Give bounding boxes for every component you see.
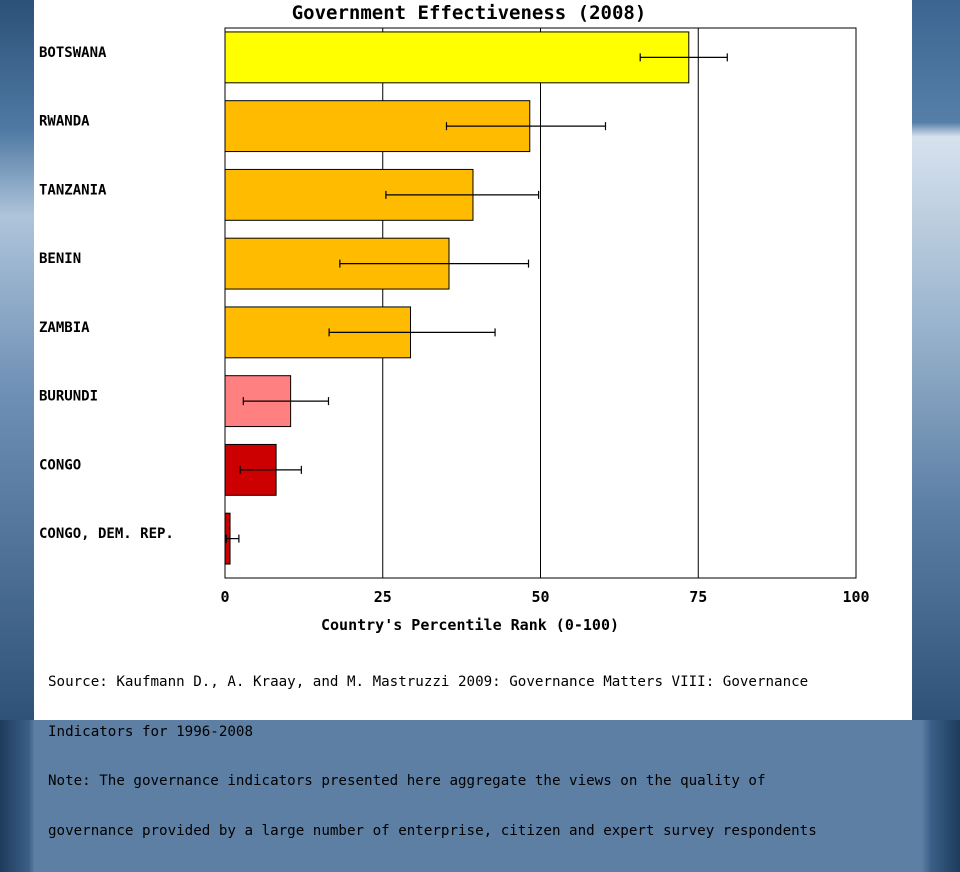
bar-layer bbox=[224, 31, 728, 565]
category-label: CONGO, DEM. REP. bbox=[39, 526, 174, 542]
category-label: BENIN bbox=[39, 251, 81, 267]
x-tick-label: 0 bbox=[220, 588, 229, 606]
category-label: BOTSWANA bbox=[39, 45, 107, 61]
category-label: ZAMBIA bbox=[39, 320, 90, 336]
category-label: RWANDA bbox=[39, 114, 90, 130]
source-footnote: Source: Kaufmann D., A. Kraay, and M. Ma… bbox=[48, 641, 908, 872]
x-tick-label: 50 bbox=[531, 588, 549, 606]
x-axis-label: Country's Percentile Rank (0-100) bbox=[321, 616, 619, 634]
x-tick-label: 25 bbox=[374, 588, 392, 606]
chart-title: Government Effectiveness (2008) bbox=[292, 2, 647, 24]
footnote-line-1: Source: Kaufmann D., A. Kraay, and M. Ma… bbox=[48, 674, 809, 690]
tick-label-layer: 0 25 50 75 100 bbox=[220, 588, 869, 606]
government-effectiveness-chart: Government Effectiveness (2008) BOTSWANA… bbox=[39, 2, 870, 634]
x-tick-label: 75 bbox=[689, 588, 707, 606]
category-label: CONGO bbox=[39, 457, 81, 473]
bar bbox=[224, 31, 690, 84]
x-tick-label: 100 bbox=[842, 588, 869, 606]
background-right bbox=[912, 0, 960, 720]
background-left bbox=[0, 0, 34, 720]
footnote-line-3: Note: The governance indicators presente… bbox=[48, 773, 766, 789]
footnote-line-2: Indicators for 1996-2008 bbox=[48, 723, 253, 740]
category-label: BURUNDI bbox=[39, 389, 98, 405]
slide: Government Effectiveness (2008) BOTSWANA… bbox=[34, 0, 912, 839]
category-label-layer: BOTSWANA RWANDA TANZANIA BENIN ZAMBIA BURUNDI… bbox=[39, 45, 174, 542]
footnote-line-4: governance provided by a large number of… bbox=[48, 822, 817, 839]
category-label: TANZANIA bbox=[39, 182, 107, 198]
